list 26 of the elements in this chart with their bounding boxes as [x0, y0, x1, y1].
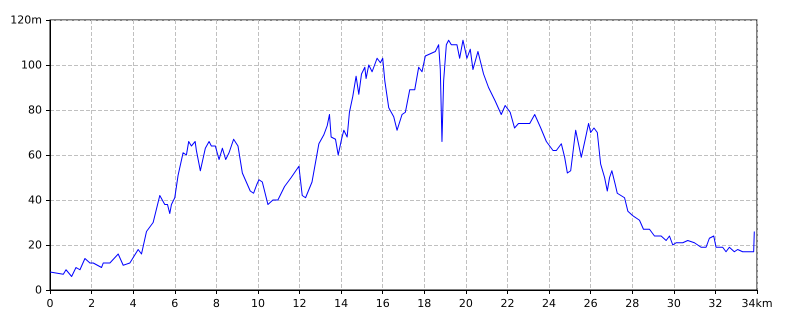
x-tick-label: 26	[584, 297, 598, 310]
x-tick-label: 8	[212, 297, 220, 310]
x-tick-label: 16	[376, 297, 390, 310]
x-tick-label: 34km	[741, 297, 773, 310]
x-tick-label: 10	[250, 297, 265, 310]
y-tick-label: 0	[35, 284, 42, 296]
y-tick-label: 40	[28, 194, 42, 206]
x-tick-label: 0	[46, 297, 54, 310]
x-tick-label: 24	[542, 297, 556, 310]
x-tick-label: 32	[708, 297, 722, 310]
x-tick-label: 30	[666, 297, 681, 310]
x-tick-label: 12	[292, 297, 307, 310]
x-tick-label: 20	[458, 297, 473, 310]
y-tick-label: 100	[21, 58, 42, 72]
y-tick-label: 120m	[10, 14, 42, 26]
x-tick-label: 22	[500, 297, 514, 310]
y-tick-label: 80	[28, 104, 42, 116]
x-tick-label: 18	[417, 297, 432, 310]
x-tick-label: 4	[130, 297, 137, 310]
x-tick-label: 14	[334, 297, 348, 310]
line-series	[50, 40, 755, 277]
y-tick-label: 20	[28, 238, 42, 252]
x-tick-label: 6	[171, 297, 178, 310]
x-tick-label: 28	[625, 297, 640, 310]
x-tick-label: 2	[88, 297, 96, 310]
y-tick-label: 60	[28, 148, 42, 162]
